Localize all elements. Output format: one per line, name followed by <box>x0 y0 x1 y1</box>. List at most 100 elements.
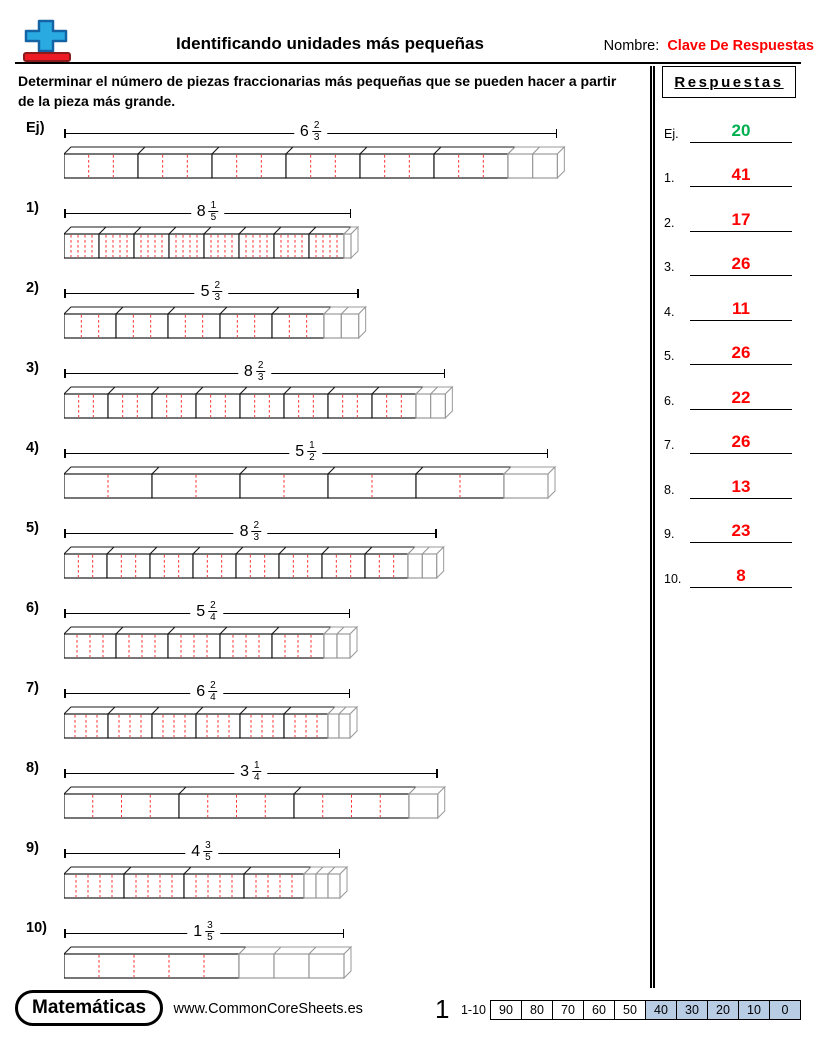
math-plus-logo <box>23 19 71 62</box>
answer-label: 7. <box>664 438 675 452</box>
score-cell: 20 <box>708 1000 739 1020</box>
page-title: Identificando unidades más pequeñas <box>176 34 484 53</box>
answer-row: 2. 17 <box>662 195 796 240</box>
answer-value: 17 <box>690 210 792 232</box>
problem-label: 10) <box>26 920 47 936</box>
problem: 7) 6 2 4 <box>18 674 650 741</box>
problem-label: 8) <box>26 760 39 776</box>
problem-label: 6) <box>26 600 39 616</box>
answer-row: 8. 13 <box>662 462 796 507</box>
instructions: Determinar el número de piezas fracciona… <box>18 73 617 109</box>
line-tick <box>64 769 66 778</box>
answer-label: 10. <box>664 571 682 586</box>
answer-value: 26 <box>690 343 792 365</box>
problem: 4) 5 1 2 <box>18 434 650 501</box>
line-tick <box>436 769 438 778</box>
answers-title-text: Respuestas <box>674 73 784 91</box>
line-tick <box>348 609 350 618</box>
answer-value: 11 <box>690 299 792 321</box>
problem: 3) 8 2 3 <box>18 354 650 421</box>
line-tick <box>64 129 66 138</box>
name-label: Nombre: <box>603 38 660 54</box>
fraction-bar <box>64 385 454 420</box>
line-tick <box>64 449 66 458</box>
score-cell: 90 <box>490 1000 522 1020</box>
line-tick <box>64 209 66 218</box>
score-cell: 70 <box>553 1000 584 1020</box>
line-tick <box>357 289 359 298</box>
answer-row: 4. 11 <box>662 284 796 329</box>
problem: 8) 3 1 4 <box>18 754 650 821</box>
answer-label: 2. <box>664 215 675 230</box>
answer-row: 7. 26 <box>662 418 796 463</box>
answer-row: Ej. 20 <box>662 106 796 151</box>
site-url[interactable]: www.CommonCoreSheets.es <box>173 1001 363 1017</box>
answer-label: Ej. <box>664 126 679 141</box>
line-tick <box>64 929 66 938</box>
answer-row: 3. 26 <box>662 240 796 285</box>
fraction-bar <box>64 705 359 740</box>
problem: 10) 1 3 5 <box>18 914 650 981</box>
line-tick <box>64 609 66 618</box>
score-cell: 10 <box>739 1000 770 1020</box>
name-row: Nombre: Clave De Respuestas <box>604 38 814 54</box>
answer-label: 3. <box>664 260 675 274</box>
line-tick <box>555 129 558 138</box>
answer-row: 5. 26 <box>662 329 796 374</box>
problem: 9) 4 3 5 <box>18 834 650 901</box>
line-tick <box>546 449 548 458</box>
line-tick <box>338 849 340 858</box>
answer-value: 8 <box>690 566 792 588</box>
fraction-bar <box>64 225 360 260</box>
problem-label: 2) <box>26 280 39 296</box>
fraction-bar <box>64 545 445 580</box>
line-tick <box>64 289 66 298</box>
answer-label: 5. <box>664 349 675 363</box>
problem-label: 4) <box>26 440 39 456</box>
answer-label: 8. <box>664 482 675 497</box>
fraction-bar <box>64 465 557 500</box>
score-range-label: 1-10 <box>460 1003 486 1017</box>
answer-label: 4. <box>664 304 675 319</box>
answer-value: 26 <box>690 432 792 454</box>
answers-list: Ej. 20 1. 41 2. 17 3. 26 4. 11 5. 26 6. 22 7. 26 8. 13 9. 2… <box>662 106 796 596</box>
answer-key-badge: Clave De Respuestas <box>667 38 814 54</box>
fraction-bar <box>64 625 359 660</box>
line-tick <box>443 369 446 378</box>
page-number: 1 <box>435 994 450 1024</box>
problem: Ej) 6 2 3 <box>18 114 650 181</box>
problem-label: Ej) <box>26 120 45 136</box>
score-cell: 40 <box>646 1000 677 1020</box>
answer-row: 1. 41 <box>662 151 796 196</box>
answer-label: 6. <box>664 393 675 408</box>
brand-badge: Matemáticas <box>15 990 164 1026</box>
line-tick <box>64 369 66 378</box>
answer-row: 9. 23 <box>662 507 796 552</box>
problem-label: 5) <box>26 520 39 536</box>
answers-title: Respuestas <box>662 66 796 98</box>
problems-list: Ej) 6 2 3 1) 8 1 5 2) 5 2 3 3) 8 2 3 4) 5 1 2 5) 8 2 3 6) 5 2 4 7) 6 2… <box>18 114 650 994</box>
problem-label: 3) <box>26 360 39 376</box>
header-divider <box>15 62 801 64</box>
problem: 5) 8 2 3 <box>18 514 650 581</box>
score-table: 1-10 90 80 70 60 50 40 30 20 10 0 <box>461 1000 801 1020</box>
problem-label: 9) <box>26 840 39 856</box>
